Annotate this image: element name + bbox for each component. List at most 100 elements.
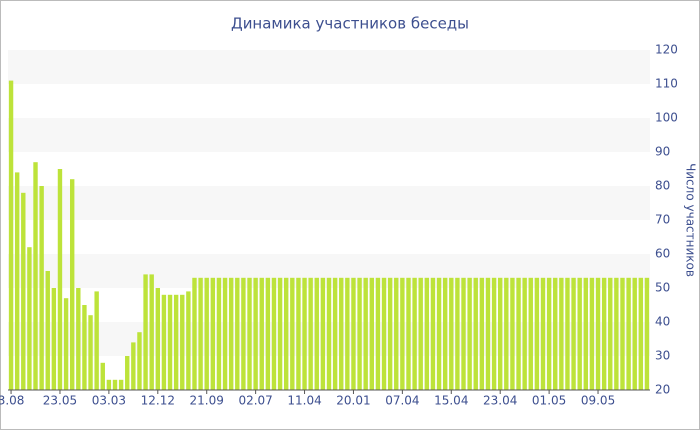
bar [626,277,631,390]
x-tick-label: 15.04 [434,394,468,408]
bar [485,277,491,390]
bar [577,277,582,390]
bar [290,277,295,390]
bar [265,277,271,390]
bar [125,356,130,390]
x-tick-label: 12.12 [141,394,175,408]
bar [51,288,57,390]
bar [467,277,472,390]
x-tick-label: 21.09 [190,394,224,408]
bar [571,277,576,390]
y-tick-label: 110 [655,77,678,91]
bar [235,277,240,390]
bar [559,277,564,390]
bar [192,277,197,390]
bar [522,277,527,390]
y-tick-label: 40 [655,315,670,329]
bar [565,277,570,390]
bar [222,277,228,390]
x-tick-label: 23.05 [43,394,77,408]
bar [131,342,136,390]
bar [161,294,167,390]
bar [601,277,607,390]
bar [326,277,332,390]
bar [406,277,411,390]
bar [363,277,368,390]
bar [534,277,540,390]
bar [241,277,246,390]
bar [118,379,124,390]
bar [173,294,179,390]
bar [461,277,466,390]
bar [394,277,399,390]
bar [210,277,216,390]
y-tick-label: 80 [655,179,670,193]
bar [620,277,625,390]
x-tick-label: 09.05 [581,394,615,408]
bar [412,277,417,390]
bar [595,277,601,390]
bar [314,277,319,390]
bar [332,277,338,390]
bar [14,172,20,390]
bar [504,277,509,390]
bar [94,291,99,390]
bar [63,298,69,390]
bar [424,277,430,390]
bar [302,277,307,390]
bar [320,277,326,390]
bar [180,294,185,390]
bar [589,277,595,390]
bar [271,277,277,390]
bar [375,277,381,390]
bar [21,192,26,390]
bar [253,277,258,390]
bar [540,277,546,390]
y-tick-label: 90 [655,145,670,159]
bar [614,277,619,390]
bar [357,277,362,390]
grid-band [8,118,650,152]
bar [491,277,497,390]
y-tick-label: 120 [655,43,678,57]
bar [204,277,209,390]
bar [228,277,234,390]
bar [106,379,112,390]
bar [149,274,154,390]
bar [167,294,173,390]
bar [247,277,252,390]
bar [296,277,301,390]
bar [27,247,32,390]
bar [216,277,222,390]
bar [82,305,87,390]
bar [369,277,375,390]
bar [259,277,264,390]
bar [400,277,405,390]
bar [644,277,650,390]
chart-title: Динамика участников беседы [231,15,469,33]
bar [69,179,75,390]
y-tick-label: 30 [655,349,670,363]
y-tick-label: 100 [655,111,678,125]
bar [76,288,81,390]
bar [583,277,589,390]
bar [381,277,387,390]
bar [277,277,283,390]
y-tick-label: 50 [655,281,670,295]
bar [283,277,289,390]
bar [473,277,478,390]
y-tick-label: 60 [655,247,670,261]
bar [88,315,93,390]
bar [455,277,460,390]
bar [510,277,515,390]
bar [479,277,485,390]
bar [351,277,356,390]
bar [137,332,142,390]
bar [155,288,161,390]
bar [418,277,423,390]
bar [198,277,203,390]
grid-band [8,50,650,84]
bar [632,277,637,390]
